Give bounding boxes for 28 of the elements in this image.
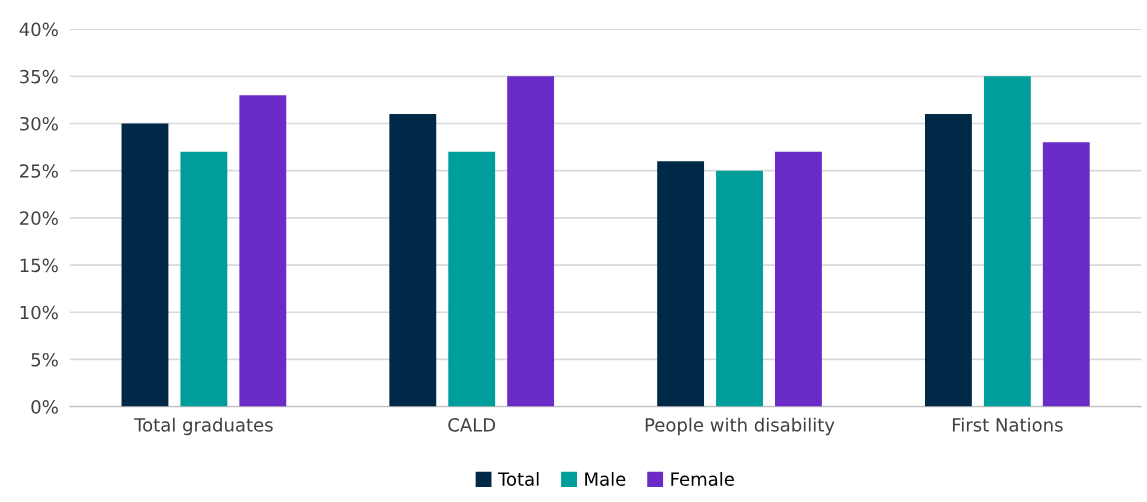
bar bbox=[239, 95, 287, 407]
y-tick-label: 30% bbox=[20, 116, 58, 131]
y-tick-label: 35% bbox=[20, 69, 58, 84]
y-tick-label: 10% bbox=[20, 305, 58, 320]
y-tick-label: 15% bbox=[20, 258, 58, 273]
bar bbox=[775, 151, 822, 407]
y-tick-label: 20% bbox=[20, 211, 58, 225]
x-tick-label: CALD bbox=[448, 418, 496, 432]
y-tick-label: 0% bbox=[31, 400, 58, 414]
x-tick-label: People with disability bbox=[645, 417, 835, 436]
y-tick-label: 25% bbox=[20, 164, 58, 178]
legend-label: Total bbox=[497, 471, 539, 486]
bar bbox=[180, 151, 228, 407]
bar bbox=[448, 151, 496, 407]
bar bbox=[1042, 142, 1090, 407]
bar bbox=[507, 76, 555, 407]
bar bbox=[657, 161, 705, 407]
legend-label: Male bbox=[585, 471, 626, 486]
bar bbox=[121, 123, 169, 407]
bar bbox=[389, 114, 437, 407]
legend-label: Female bbox=[671, 471, 734, 486]
y-tick-label: 40% bbox=[19, 22, 58, 37]
x-tick-label: First Nations bbox=[952, 417, 1063, 432]
x-tick-label: Total graduates bbox=[134, 417, 273, 436]
y-tick-label: 5% bbox=[31, 352, 58, 367]
bar bbox=[925, 114, 972, 407]
bar bbox=[983, 76, 1031, 407]
bar bbox=[716, 170, 763, 407]
